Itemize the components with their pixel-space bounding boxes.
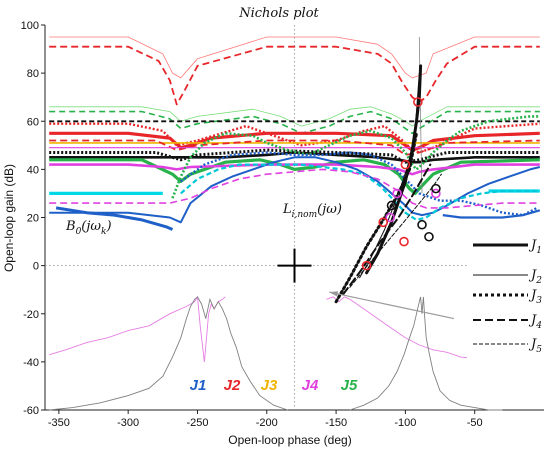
frequency-marker-4 xyxy=(386,200,397,211)
frequency-marker-1 xyxy=(413,97,423,107)
bound-annotation-arg-sub: k xyxy=(101,227,106,237)
legend-label-j3: J3 xyxy=(528,288,542,306)
x-tick-label: -100 xyxy=(394,417,416,429)
legend-background xyxy=(467,226,547,384)
x-tick-label: -150 xyxy=(325,417,347,429)
bound-annotation-main: B xyxy=(65,219,76,234)
loop-annotation-sub: i,nom xyxy=(292,210,318,220)
j-color-labels: J1 J2 J3 J4 J5 xyxy=(190,377,358,394)
bound-line-12 xyxy=(49,151,540,164)
legend-label-j4: J4 xyxy=(528,313,542,331)
loop-annotation: Li,nom(jω) xyxy=(282,202,342,220)
y-tick-label: 60 xyxy=(27,116,39,128)
frequency-marker-10 xyxy=(431,188,441,199)
x-tick-label: -50 xyxy=(467,417,483,429)
frequency-marker-12 xyxy=(361,260,372,271)
x-tick-label: -350 xyxy=(48,417,70,429)
chart-title: Nichols plot xyxy=(238,6,319,21)
j-label-1: J1 xyxy=(190,377,207,394)
bound-annotation-arg: (jω xyxy=(81,219,101,234)
x-tick-label: -250 xyxy=(186,417,208,429)
bound-line-9 xyxy=(49,139,540,156)
legend-label-j2: J2 xyxy=(528,268,542,286)
bound-line-15 xyxy=(171,115,540,199)
y-tick-label: 20 xyxy=(27,213,39,225)
annotation-arrow-line xyxy=(329,291,455,320)
bound-line-11 xyxy=(49,148,540,164)
lower-curve-2 xyxy=(49,296,288,411)
x-axis-label: Open-loop phase (deg) xyxy=(228,433,351,447)
bound-line-23 xyxy=(442,209,541,219)
x-tick-label: -300 xyxy=(117,417,139,429)
plot-area xyxy=(45,25,544,411)
frequency-marker-6 xyxy=(378,217,389,228)
legend-label-j5: J5 xyxy=(528,337,542,355)
nominal-loop-4 xyxy=(342,163,432,296)
bound-line-14 xyxy=(49,163,540,176)
y-tick-label: -40 xyxy=(23,357,39,369)
y-tick-label: 80 xyxy=(27,68,39,80)
bound-annotation-close: ) xyxy=(105,219,111,234)
loop-annotation-main: L xyxy=(282,202,292,217)
lower-curve-4 xyxy=(349,296,503,411)
frequency-marker-2 xyxy=(400,159,411,170)
y-tick-label: -20 xyxy=(23,309,39,321)
frequency-marker-7 xyxy=(399,236,409,247)
frequency-marker-8 xyxy=(417,219,427,230)
y-axis-label: Open-loop gain (dB) xyxy=(2,164,16,272)
legend-label-j1: J1 xyxy=(528,238,542,256)
bound-annotation-sub: 0 xyxy=(76,227,82,237)
j-label-5: J5 xyxy=(341,377,358,394)
bound-annotation: B0(jωk) xyxy=(65,219,112,237)
y-tick-label: 0 xyxy=(33,261,39,273)
bound-line-16 xyxy=(49,156,541,224)
bound-line-1 xyxy=(49,36,540,79)
bound-line-17 xyxy=(55,206,174,231)
j-label-4: J4 xyxy=(302,377,319,394)
bound-line-18 xyxy=(180,151,538,217)
y-tick-label: 40 xyxy=(27,164,39,176)
annotation-arrow-head xyxy=(329,291,339,297)
frequency-marker-11 xyxy=(431,183,441,194)
axis-ticks: -350 -300 -250 -200 -150 -100 -50-60-40-200204… xyxy=(21,20,483,429)
nominal-loop-3 xyxy=(334,131,418,304)
bound-line-22 xyxy=(49,168,540,209)
y-tick-label: 100 xyxy=(21,20,39,32)
bound-line-21 xyxy=(180,163,538,221)
y-tick-label: -60 xyxy=(23,405,39,417)
x-tick-label: -200 xyxy=(256,417,278,429)
frequency-marker-3 xyxy=(392,188,402,199)
j-label-2: J2 xyxy=(224,377,241,394)
loop-annotation-arg: (jω) xyxy=(317,202,342,217)
frequency-marker-5 xyxy=(385,212,395,223)
frequency-marker-9 xyxy=(424,231,434,242)
bound-line-2 xyxy=(49,45,540,106)
j-label-3: J3 xyxy=(261,377,278,394)
legend: J1 J2 J3 J4 J5 xyxy=(467,226,547,384)
